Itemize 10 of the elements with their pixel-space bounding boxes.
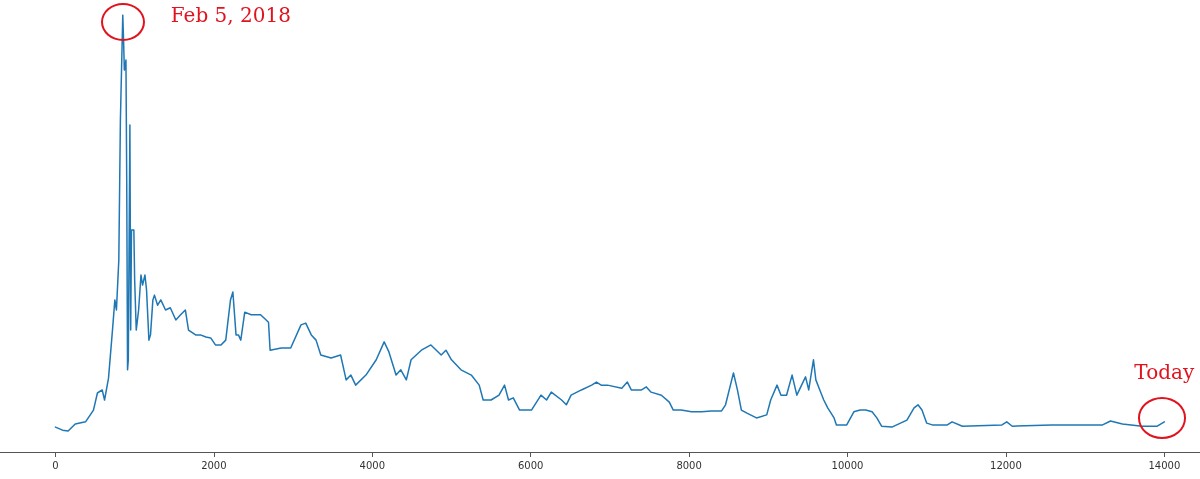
x-tick-label: 10000 bbox=[831, 459, 864, 471]
x-tick-label: 14000 bbox=[1148, 459, 1181, 471]
x-tick-label: 2000 bbox=[201, 459, 227, 471]
x-tick-label: 8000 bbox=[676, 459, 702, 471]
x-tick-label: 4000 bbox=[359, 459, 385, 471]
x-tick-label: 0 bbox=[52, 459, 59, 471]
annotation: Feb 5, 2018 bbox=[170, 3, 291, 27]
annotation: Today bbox=[1134, 359, 1195, 384]
x-tick-label: 12000 bbox=[990, 459, 1022, 471]
x-tick-label: 6000 bbox=[517, 459, 544, 471]
